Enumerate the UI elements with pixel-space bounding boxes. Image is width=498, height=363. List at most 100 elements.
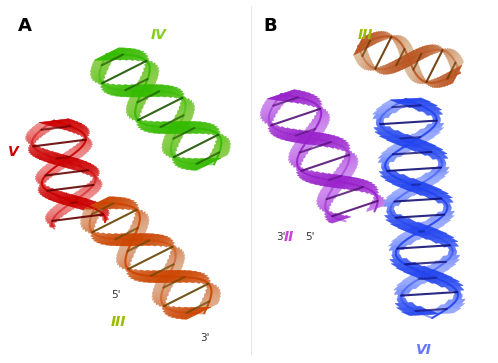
Polygon shape bbox=[32, 122, 65, 128]
Polygon shape bbox=[268, 125, 280, 130]
Polygon shape bbox=[375, 67, 380, 72]
Polygon shape bbox=[83, 136, 88, 139]
Polygon shape bbox=[297, 171, 315, 177]
Text: 3': 3' bbox=[200, 333, 209, 343]
Polygon shape bbox=[385, 33, 390, 39]
Polygon shape bbox=[182, 273, 205, 283]
Polygon shape bbox=[393, 35, 398, 42]
Polygon shape bbox=[90, 57, 114, 72]
Polygon shape bbox=[123, 234, 153, 246]
Polygon shape bbox=[308, 117, 330, 127]
Polygon shape bbox=[146, 86, 174, 97]
Polygon shape bbox=[161, 304, 167, 308]
Polygon shape bbox=[267, 90, 300, 100]
Polygon shape bbox=[163, 241, 174, 247]
Polygon shape bbox=[180, 97, 187, 102]
Polygon shape bbox=[98, 197, 126, 209]
Polygon shape bbox=[317, 195, 337, 204]
Polygon shape bbox=[287, 94, 314, 102]
Polygon shape bbox=[64, 164, 94, 168]
Polygon shape bbox=[397, 226, 438, 232]
Polygon shape bbox=[260, 106, 281, 116]
Polygon shape bbox=[324, 212, 334, 216]
Polygon shape bbox=[401, 310, 439, 316]
Polygon shape bbox=[126, 268, 133, 273]
Polygon shape bbox=[394, 35, 400, 44]
Polygon shape bbox=[296, 168, 304, 172]
Polygon shape bbox=[442, 70, 452, 87]
Polygon shape bbox=[112, 200, 134, 209]
Polygon shape bbox=[384, 215, 406, 220]
Polygon shape bbox=[414, 70, 421, 83]
Polygon shape bbox=[370, 199, 385, 208]
Polygon shape bbox=[48, 196, 81, 201]
Polygon shape bbox=[82, 138, 89, 141]
Polygon shape bbox=[56, 199, 90, 205]
Polygon shape bbox=[108, 49, 136, 60]
Polygon shape bbox=[437, 163, 446, 168]
Polygon shape bbox=[152, 278, 176, 294]
Polygon shape bbox=[28, 146, 41, 150]
Polygon shape bbox=[152, 288, 171, 300]
Polygon shape bbox=[60, 196, 94, 202]
Polygon shape bbox=[79, 205, 107, 210]
Polygon shape bbox=[397, 230, 436, 237]
Polygon shape bbox=[153, 87, 178, 97]
Polygon shape bbox=[439, 72, 449, 88]
Polygon shape bbox=[437, 159, 446, 163]
Polygon shape bbox=[44, 121, 78, 126]
Polygon shape bbox=[383, 196, 411, 202]
Polygon shape bbox=[342, 155, 357, 163]
Polygon shape bbox=[424, 278, 460, 283]
Polygon shape bbox=[89, 174, 99, 177]
Text: 5': 5' bbox=[306, 232, 315, 241]
Polygon shape bbox=[35, 154, 67, 159]
Polygon shape bbox=[160, 88, 181, 97]
Polygon shape bbox=[138, 121, 155, 129]
Polygon shape bbox=[54, 153, 86, 160]
Polygon shape bbox=[418, 75, 424, 84]
Polygon shape bbox=[30, 151, 56, 156]
Polygon shape bbox=[418, 234, 454, 239]
Polygon shape bbox=[430, 45, 437, 55]
Polygon shape bbox=[156, 297, 167, 305]
Polygon shape bbox=[403, 270, 444, 276]
Polygon shape bbox=[127, 105, 143, 116]
Polygon shape bbox=[73, 204, 104, 209]
Polygon shape bbox=[199, 292, 221, 306]
Polygon shape bbox=[157, 265, 183, 282]
Polygon shape bbox=[172, 156, 181, 162]
Polygon shape bbox=[50, 204, 81, 210]
Polygon shape bbox=[448, 246, 456, 251]
Polygon shape bbox=[164, 254, 185, 268]
Polygon shape bbox=[117, 249, 136, 262]
Polygon shape bbox=[325, 213, 339, 219]
Polygon shape bbox=[154, 292, 168, 303]
Polygon shape bbox=[372, 197, 383, 204]
Polygon shape bbox=[326, 214, 345, 221]
Polygon shape bbox=[201, 279, 211, 284]
Polygon shape bbox=[363, 32, 374, 50]
Polygon shape bbox=[30, 143, 34, 145]
Polygon shape bbox=[386, 218, 416, 224]
Polygon shape bbox=[391, 254, 402, 259]
Polygon shape bbox=[119, 201, 136, 209]
Polygon shape bbox=[90, 231, 96, 235]
Polygon shape bbox=[91, 232, 101, 237]
Polygon shape bbox=[367, 202, 386, 212]
Polygon shape bbox=[326, 171, 355, 184]
Polygon shape bbox=[38, 188, 55, 192]
Polygon shape bbox=[67, 146, 92, 151]
Polygon shape bbox=[94, 233, 113, 242]
Polygon shape bbox=[117, 240, 141, 256]
Polygon shape bbox=[45, 194, 76, 199]
Polygon shape bbox=[390, 57, 401, 74]
Polygon shape bbox=[299, 97, 320, 105]
Polygon shape bbox=[153, 274, 179, 290]
Polygon shape bbox=[148, 270, 179, 283]
Polygon shape bbox=[80, 206, 104, 221]
Polygon shape bbox=[296, 166, 301, 169]
Polygon shape bbox=[391, 235, 426, 241]
Polygon shape bbox=[402, 46, 412, 66]
Polygon shape bbox=[185, 123, 211, 134]
